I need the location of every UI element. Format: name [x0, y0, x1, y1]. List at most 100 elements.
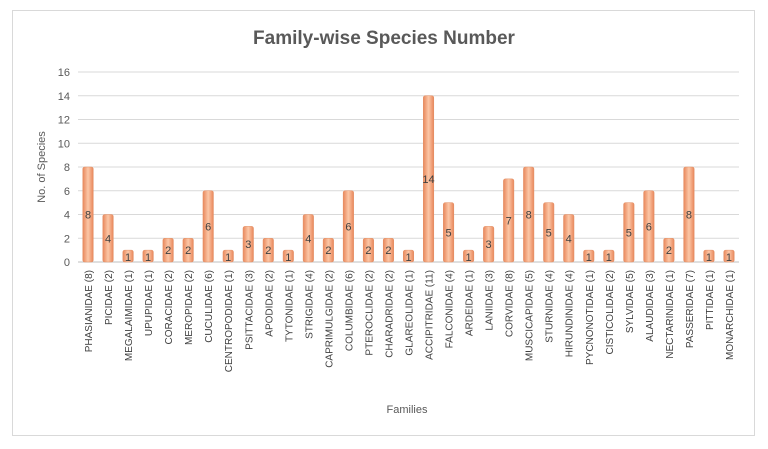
bar [643, 190, 655, 263]
x-tick-label: HIRUNDINIDAE (4) [565, 270, 576, 357]
data-label: 6 [345, 221, 351, 233]
data-label: 1 [606, 252, 612, 264]
x-tick-label: PSITTACIDAE (3) [244, 270, 255, 350]
x-axis-title: Families [387, 404, 428, 416]
x-tick-label: CISTICOLIDAE (2) [605, 270, 616, 354]
bar [543, 202, 555, 263]
y-axis-title: No. of Species [36, 131, 48, 203]
x-tick-label: COLUMBIDAE (6) [344, 270, 355, 351]
data-label: 5 [445, 227, 451, 239]
x-tick-label: STRIGIDAE (4) [304, 270, 315, 339]
x-tick-label: LANIIDAE (3) [485, 270, 496, 331]
x-tick-label: MUSCICAPIDAE (5) [525, 270, 536, 361]
data-label: 1 [405, 252, 411, 264]
x-tick-label: GLAREOLIDAE (1) [405, 270, 416, 356]
y-tick-label: 0 [64, 257, 70, 269]
gridlines [78, 71, 739, 263]
bar [723, 249, 735, 263]
data-label: 2 [265, 245, 271, 257]
bar [162, 237, 174, 263]
x-axis-categories: PHASIANIDAE (8) PICIDAE (2) MEGALAIMIDAE (… [84, 270, 736, 372]
x-tick-label: CORACIDAE (2) [164, 270, 175, 344]
bar [563, 214, 575, 263]
bar [523, 166, 535, 263]
bar [82, 166, 94, 263]
bar [703, 249, 715, 263]
bar [503, 178, 515, 263]
bar [262, 237, 274, 263]
bar [282, 249, 294, 263]
bar [342, 190, 354, 263]
x-tick-label: CORVIDAE (8) [505, 270, 516, 337]
x-tick-label: CHARADRIDAE (2) [384, 270, 395, 358]
y-tick-label: 14 [58, 91, 70, 103]
x-tick-label: NECTARINIDAE (1) [665, 270, 676, 359]
bar [182, 237, 194, 263]
y-tick-label: 2 [64, 233, 70, 245]
data-label: 1 [225, 252, 231, 264]
x-tick-label: MONARCHIDAE (1) [725, 270, 736, 360]
bar [603, 249, 615, 263]
bar [382, 237, 394, 263]
x-tick-label: PASSERIDAE (7) [685, 270, 696, 348]
x-tick-label: APODIDAE (2) [264, 270, 275, 337]
bar [222, 249, 234, 263]
bar [483, 226, 495, 263]
x-tick-label: FALCONIDAE (4) [445, 270, 456, 348]
y-tick-label: 4 [64, 210, 70, 222]
data-label: 4 [305, 233, 311, 245]
bar [463, 249, 475, 263]
data-label: 3 [245, 239, 251, 251]
data-label: 14 [422, 174, 434, 186]
data-label: 3 [486, 239, 492, 251]
data-label: 2 [385, 245, 391, 257]
bar [663, 237, 675, 263]
data-label: 1 [706, 252, 712, 264]
bar [362, 237, 374, 263]
x-tick-label: MEROPIDAE (2) [184, 270, 195, 345]
bar [302, 214, 314, 263]
data-label: 4 [105, 233, 111, 245]
data-label: 1 [125, 252, 131, 264]
y-tick-label: 12 [58, 115, 70, 127]
x-tick-label: TYTONIDAE (1) [284, 270, 295, 342]
bar [242, 226, 254, 263]
data-label: 8 [686, 210, 692, 222]
x-tick-label: PICIDAE (2) [104, 270, 115, 325]
x-tick-label: PYCNONOTIDAE (1) [585, 270, 596, 365]
y-tick-label: 6 [64, 186, 70, 198]
data-label: 1 [586, 252, 592, 264]
bar [583, 249, 595, 263]
data-label: 1 [145, 252, 151, 264]
data-label: 2 [165, 245, 171, 257]
bar [102, 214, 114, 263]
bars [82, 95, 735, 263]
data-label: 4 [566, 233, 572, 245]
x-tick-label: CUCULIDAE (6) [204, 270, 215, 343]
data-label: 2 [185, 245, 191, 257]
x-tick-label: ARDEIDAE (1) [465, 270, 476, 336]
bar [202, 190, 214, 263]
y-axis-ticks: 0 2 4 6 8 10 12 14 16 [58, 67, 70, 269]
data-label: 2 [365, 245, 371, 257]
data-label: 1 [466, 252, 472, 264]
x-tick-label: ALAUDIDAE (3) [645, 270, 656, 342]
x-tick-label: PHASIANIDAE (8) [84, 270, 95, 352]
x-tick-label: SYLVIDAE (5) [625, 270, 636, 333]
x-tick-label: MEGALAIMIDAE (1) [124, 270, 135, 361]
data-label: 8 [526, 210, 532, 222]
bar [683, 166, 695, 263]
data-label: 5 [546, 227, 552, 239]
data-label: 1 [285, 252, 291, 264]
data-label: 6 [205, 221, 211, 233]
bar [402, 249, 415, 263]
x-tick-label: STURNIDAE (4) [545, 270, 556, 343]
data-label: 7 [506, 215, 512, 227]
data-label: 6 [646, 221, 652, 233]
y-tick-label: 16 [58, 67, 70, 79]
chart-title: Family-wise Species Number [253, 28, 515, 49]
y-tick-label: 10 [58, 138, 70, 150]
y-tick-label: 8 [64, 162, 70, 174]
x-tick-label: CENTROPODIDAE (1) [224, 270, 235, 372]
